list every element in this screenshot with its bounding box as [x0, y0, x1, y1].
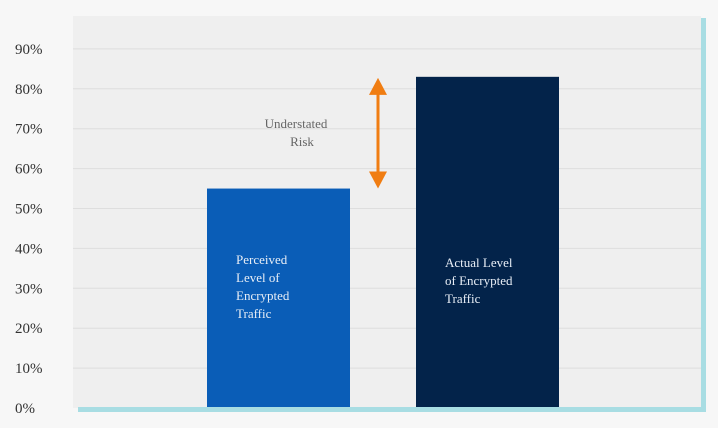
bar-label-line: Traffic	[445, 291, 481, 306]
y-tick-label: 60%	[15, 162, 43, 178]
plot-shadow	[701, 18, 706, 412]
y-tick-label: 80%	[15, 82, 43, 98]
annotation-label-line: Understated	[265, 116, 328, 131]
y-tick-label: 50%	[15, 202, 43, 218]
y-tick-label: 40%	[15, 241, 43, 257]
annotation: Understated Risk	[265, 77, 387, 189]
y-axis-ticks: 0% 10% 20% 30% 40% 50% 60% 70% 80% 90%	[15, 42, 43, 417]
y-tick-label: 30%	[15, 281, 43, 297]
bar-label-line: Level of	[236, 270, 280, 285]
bar-labels: Perceived Level of Encrypted TrafficActual …	[236, 252, 513, 321]
risk-arrow-head-down	[369, 171, 387, 189]
y-tick-label: 10%	[15, 361, 43, 377]
bar	[207, 188, 350, 408]
bar-label-line: Encrypted	[236, 288, 290, 303]
x-axis-line	[78, 407, 706, 412]
y-tick-label: 70%	[15, 122, 43, 138]
bar-label-line: of Encrypted	[445, 273, 513, 288]
bar-label-line: Actual Level	[445, 255, 513, 270]
risk-arrow-head-up	[369, 77, 387, 95]
plot-area	[73, 16, 701, 408]
bar-label-line: Traffic	[236, 306, 272, 321]
bar	[416, 76, 559, 408]
bar-label-line: Perceived	[236, 252, 288, 267]
y-tick-label: 20%	[15, 321, 43, 337]
annotation-label-line: Risk	[290, 134, 314, 149]
y-tick-label: 90%	[15, 42, 43, 58]
gridlines	[73, 48, 701, 369]
bar-label: Actual Level of Encrypted Traffic	[445, 255, 513, 306]
y-tick-label: 0%	[15, 401, 35, 417]
bars	[207, 76, 559, 408]
annotation-label: Understated Risk	[265, 116, 328, 149]
bar-label: Perceived Level of Encrypted Traffic	[236, 252, 290, 321]
